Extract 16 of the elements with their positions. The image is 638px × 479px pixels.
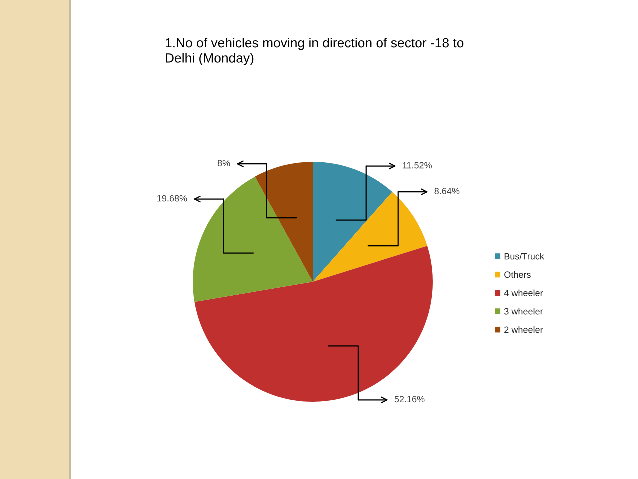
legend-label: 4 wheeler <box>504 290 544 296</box>
data-label: 8.64% <box>434 188 460 194</box>
chart-title: 1.No of vehicles moving in direction of sector -18 to Delhi (Monday) <box>166 38 464 66</box>
pie-slice <box>255 162 313 282</box>
data-label: 11.52% <box>403 162 432 169</box>
legend-label: Bus/Truck <box>504 253 544 260</box>
legend-label: 3 wheeler <box>504 308 544 315</box>
pie-slice <box>193 176 313 302</box>
data-label: 19.68% <box>158 195 188 202</box>
data-label: 52.16% <box>394 396 425 403</box>
legend-label: Others <box>504 271 531 278</box>
pie-slice <box>313 162 392 282</box>
legend-label: 2 wheeler <box>504 326 544 334</box>
pie-slice <box>313 192 428 282</box>
pie-slice <box>194 246 433 402</box>
data-label: 8% <box>218 160 230 166</box>
